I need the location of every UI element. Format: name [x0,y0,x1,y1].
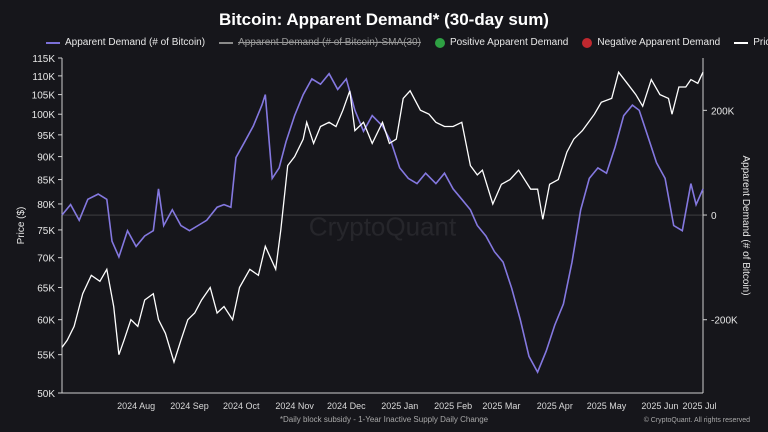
legend-item-apparent-demand[interactable]: Apparent Demand (# of Bitcoin) [46,37,205,48]
legend-label-apparent-demand: Apparent Demand (# of Bitcoin) [65,37,206,48]
apparent-demand-line [61,72,704,374]
y-left-tick-label: 110K [32,72,55,83]
x-tick-label: 2024 Oct [223,401,260,411]
legend-swatch-apparent-demand [46,41,60,44]
y-right-tick-label: 0 [711,211,717,222]
y-left-tick-label: 65K [37,283,55,294]
x-tick-label: 2025 Jul [683,401,717,411]
footnote: *Daily block subsidy - 1-Year Inactive S… [279,415,489,424]
legend-item-positive[interactable]: Positive Apparent Demand [434,37,569,48]
y-left-tick-label: 75K [37,226,55,237]
y-left-tick-label: 80K [37,200,55,211]
y-left-tick-label: 55K [37,351,55,362]
y-left-tick-label: 90K [37,153,55,164]
legend-item-sma[interactable]: Apparent Demand (# of Bitcoin)-SMA(30) [219,37,421,48]
y-left-axis-title: Price ($) [16,207,27,245]
y-left-tick-label: 105K [32,91,56,102]
x-tick-label: 2025 Mar [482,401,520,411]
legend-label-negative: Negative Apparent Demand [597,37,721,48]
legend-item-price[interactable]: Price [734,37,768,48]
y-left-tick-label: 50K [37,389,55,400]
x-tick-label: 2025 Jun [641,401,678,411]
x-tick-label: 2024 Nov [275,401,314,411]
x-tick-label: 2025 Apr [537,401,573,411]
legend-swatch-negative [582,37,593,48]
y-left-tick-label: 115K [32,54,55,65]
legend-label-price: Price [753,37,768,48]
legend-swatch-positive [434,37,445,48]
legend-swatch-sma [219,41,234,44]
copyright: © CryptoQuant. All rights reserved [643,417,750,424]
price-line [61,70,704,365]
x-tick-label: 2024 Sep [170,401,209,411]
x-tick-label: 2025 Feb [434,401,472,411]
x-tick-label: 2024 Aug [117,401,155,411]
legend-label-sma: Apparent Demand (# of Bitcoin)-SMA(30) [238,37,421,48]
x-tick-label: 2025 May [587,401,627,411]
legend-label-positive: Positive Apparent Demand [449,37,569,48]
y-left-tick-label: 100K [32,110,56,121]
y-right-axis-title: Apparent Demand (# of Bitcoin) [740,155,751,295]
legend: Apparent Demand (# of Bitcoin) Apparent … [46,37,768,48]
x-tick-label: 2024 Dec [327,401,366,411]
y-right-tick-label: 200K [711,106,735,117]
legend-swatch-price [734,41,749,44]
y-left-tick-label: 85K [37,176,55,187]
y-left-tick-label: 60K [37,316,55,327]
y-left-tick-label: 95K [37,131,55,142]
y-right-tick-label: -200K [711,316,738,327]
chart-title: Bitcoin: Apparent Demand* (30-day sum) [219,10,549,29]
x-tick-label: 2025 Jan [381,401,418,411]
y-left-tick-label: 70K [37,254,55,265]
watermark: CryptoQuant [309,212,457,242]
legend-item-negative[interactable]: Negative Apparent Demand [582,37,720,48]
